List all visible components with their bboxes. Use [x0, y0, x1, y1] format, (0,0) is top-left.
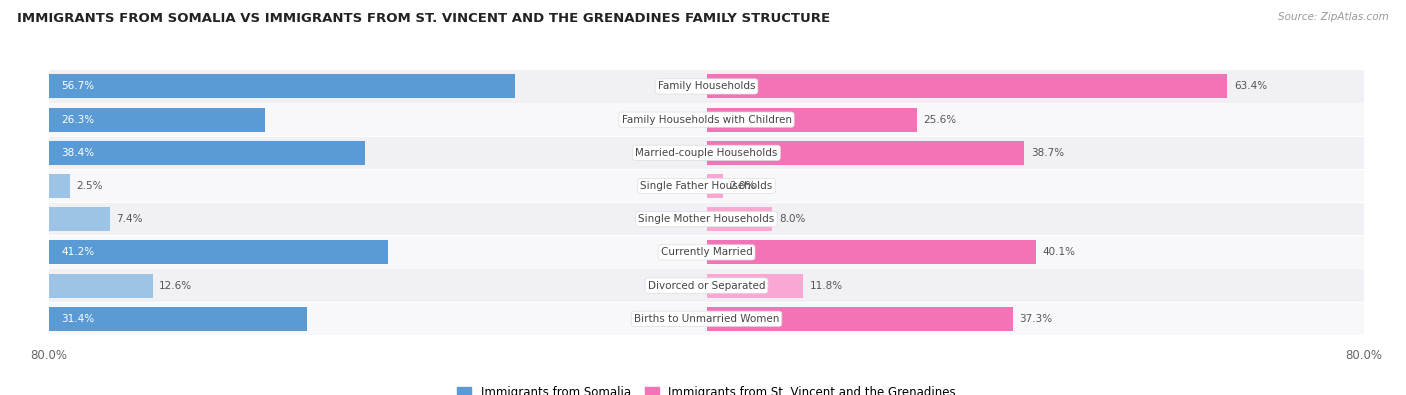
Text: 38.4%: 38.4% [62, 148, 94, 158]
Text: Births to Unmarried Women: Births to Unmarried Women [634, 314, 779, 324]
Bar [707, 174, 723, 198]
Bar [49, 303, 1364, 335]
Text: 37.3%: 37.3% [1019, 314, 1053, 324]
Legend: Immigrants from Somalia, Immigrants from St. Vincent and the Grenadines: Immigrants from Somalia, Immigrants from… [457, 386, 956, 395]
Text: 11.8%: 11.8% [810, 280, 844, 291]
Bar [707, 241, 1036, 264]
Bar [49, 307, 307, 331]
Bar [707, 108, 917, 132]
Bar [49, 70, 1364, 103]
Text: 8.0%: 8.0% [779, 214, 806, 224]
Bar [49, 203, 1364, 235]
Text: Single Mother Households: Single Mother Households [638, 214, 775, 224]
Bar [49, 207, 110, 231]
Text: 2.5%: 2.5% [76, 181, 103, 191]
Text: 41.2%: 41.2% [62, 247, 94, 258]
Text: 12.6%: 12.6% [159, 280, 193, 291]
Bar [49, 174, 70, 198]
Bar [49, 141, 364, 165]
Bar [49, 137, 1364, 169]
Text: IMMIGRANTS FROM SOMALIA VS IMMIGRANTS FROM ST. VINCENT AND THE GRENADINES FAMILY: IMMIGRANTS FROM SOMALIA VS IMMIGRANTS FR… [17, 12, 830, 25]
Bar [707, 274, 803, 297]
Bar [49, 269, 1364, 302]
Text: 40.1%: 40.1% [1043, 247, 1076, 258]
Text: 63.4%: 63.4% [1234, 81, 1267, 91]
Bar [707, 141, 1025, 165]
Text: Source: ZipAtlas.com: Source: ZipAtlas.com [1278, 12, 1389, 22]
Text: Currently Married: Currently Married [661, 247, 752, 258]
Bar [707, 207, 772, 231]
Bar [49, 103, 1364, 136]
Text: Family Households with Children: Family Households with Children [621, 115, 792, 124]
Text: Divorced or Separated: Divorced or Separated [648, 280, 765, 291]
Text: 2.0%: 2.0% [730, 181, 756, 191]
Bar [49, 236, 1364, 269]
Text: 38.7%: 38.7% [1031, 148, 1064, 158]
Bar [49, 75, 515, 98]
Bar [49, 170, 1364, 202]
Text: Single Father Households: Single Father Households [640, 181, 773, 191]
Text: 26.3%: 26.3% [62, 115, 94, 124]
Text: 31.4%: 31.4% [62, 314, 94, 324]
Text: 25.6%: 25.6% [924, 115, 956, 124]
Text: 56.7%: 56.7% [62, 81, 94, 91]
Text: Family Households: Family Households [658, 81, 755, 91]
Bar [707, 307, 1012, 331]
Text: Married-couple Households: Married-couple Households [636, 148, 778, 158]
Text: 7.4%: 7.4% [117, 214, 143, 224]
Bar [707, 75, 1227, 98]
Bar [49, 241, 388, 264]
Bar [49, 274, 153, 297]
Bar [49, 108, 266, 132]
